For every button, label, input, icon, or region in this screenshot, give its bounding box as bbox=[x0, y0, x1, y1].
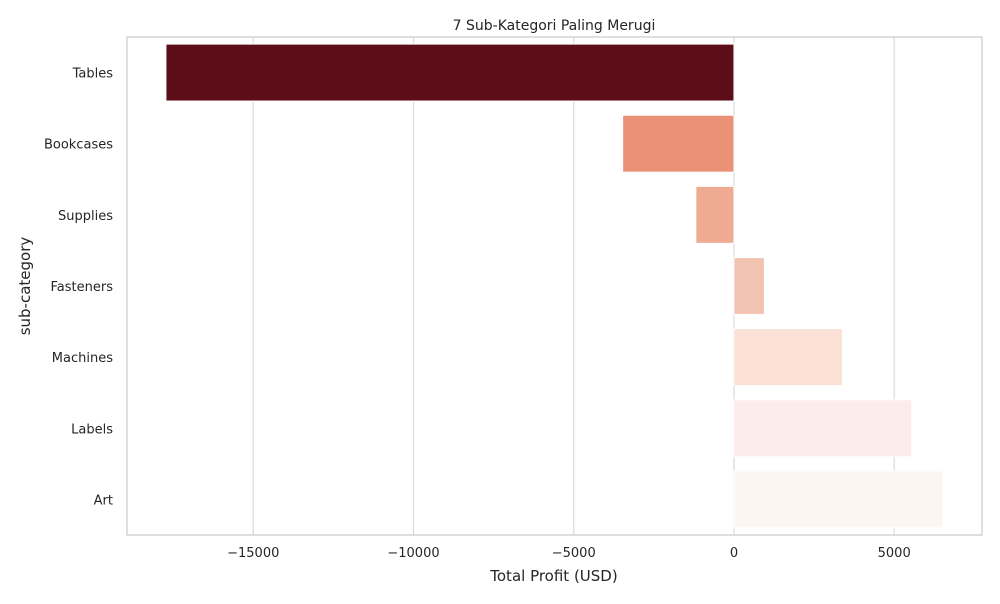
grid-lines bbox=[252, 37, 895, 535]
y-tick-labels: Tables Bookcases Supplies Fasteners Machines… bbox=[44, 67, 113, 509]
bars bbox=[165, 43, 944, 529]
y-axis-title: sub-category bbox=[16, 237, 34, 336]
y-tick-label: Labels bbox=[71, 422, 113, 437]
y-tick-label: Supplies bbox=[58, 209, 113, 224]
y-tick-label: Tables bbox=[72, 67, 114, 82]
x-axis-title: Total Profit (USD) bbox=[489, 567, 617, 585]
bar-art bbox=[733, 470, 944, 529]
y-tick-label: Art bbox=[94, 493, 113, 508]
x-tick-label: −10000 bbox=[387, 546, 439, 561]
plot-frame bbox=[126, 36, 983, 536]
bar-labels bbox=[733, 399, 913, 458]
y-tick-label: Machines bbox=[52, 351, 113, 366]
y-tick-label: Fasteners bbox=[51, 280, 114, 295]
x-tick-label: −5000 bbox=[552, 546, 596, 561]
x-tick-label: 0 bbox=[730, 546, 738, 561]
bar-supplies bbox=[695, 185, 735, 244]
chart-title: 7 Sub-Kategori Paling Merugi bbox=[453, 18, 656, 34]
bar-fasteners bbox=[733, 257, 765, 315]
bar-bookcases bbox=[622, 114, 735, 173]
bar-tables bbox=[165, 43, 735, 102]
y-tick-label: Bookcases bbox=[44, 138, 113, 153]
x-tick-label: −15000 bbox=[227, 546, 279, 561]
x-tick-label: 5000 bbox=[878, 546, 911, 561]
x-tick-labels: −15000 −10000 −5000 0 5000 bbox=[227, 546, 911, 561]
bar-machines bbox=[733, 328, 843, 387]
